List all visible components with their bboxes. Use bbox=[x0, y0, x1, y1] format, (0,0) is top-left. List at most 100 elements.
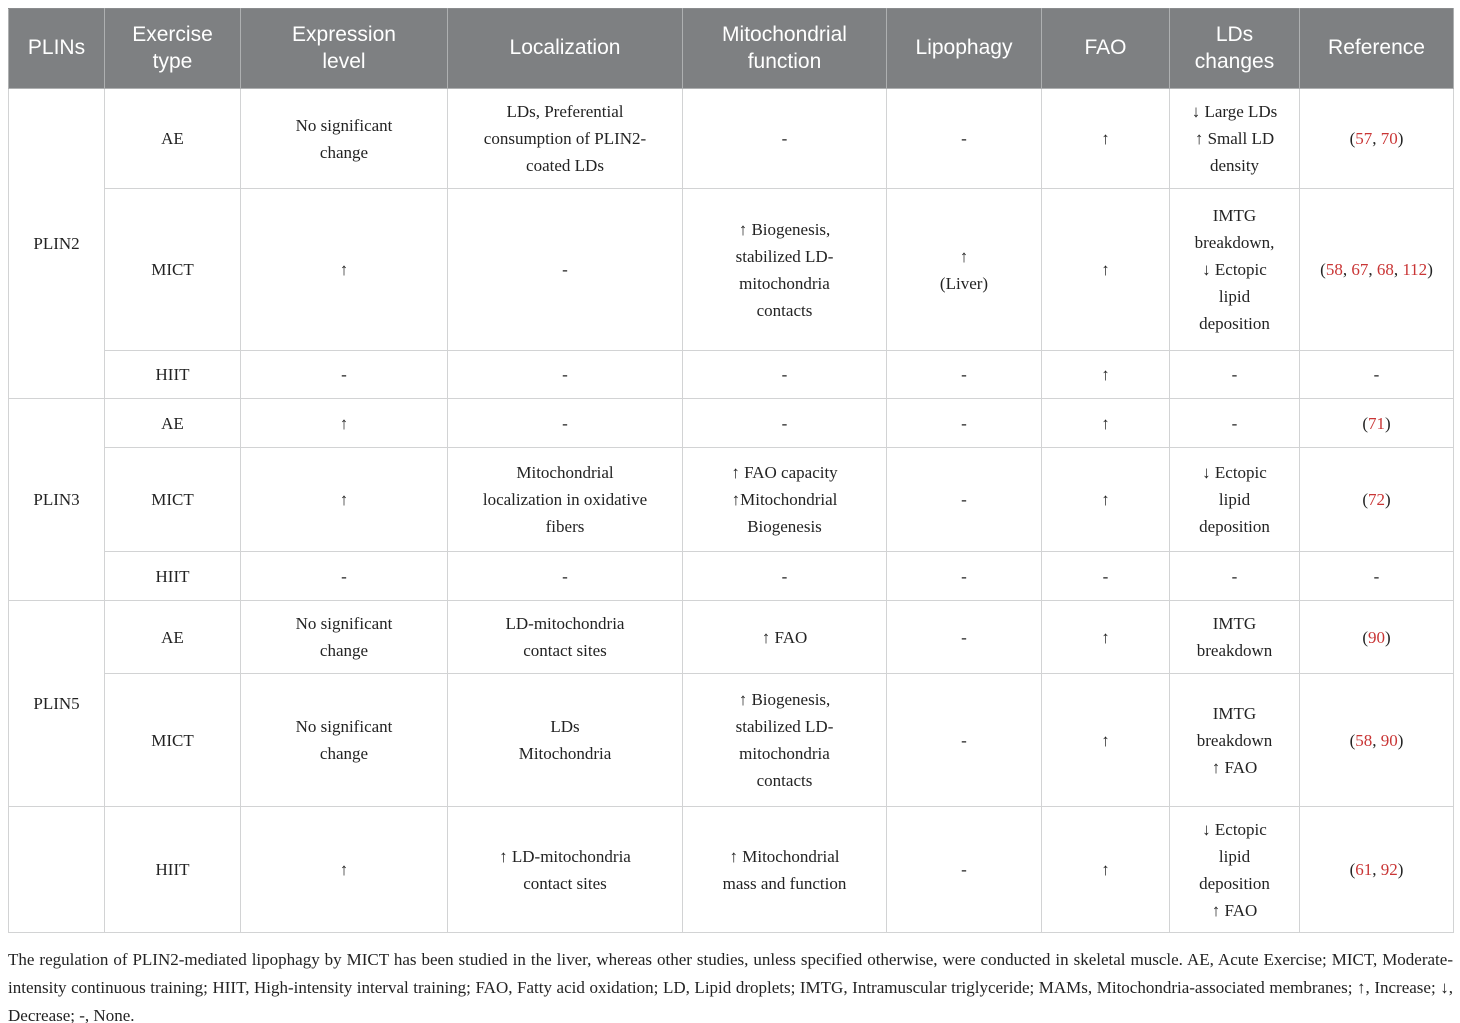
reference-link[interactable]: 58 bbox=[1355, 730, 1373, 750]
table-row-plin2-ae: PLIN2 AE No significant change LDs, Pref… bbox=[8, 88, 1454, 399]
cell-lipophagy: - bbox=[886, 806, 1042, 933]
column-header-reference: Reference bbox=[1299, 8, 1454, 89]
cell-localization: - bbox=[447, 350, 683, 399]
reference-link[interactable]: 92 bbox=[1380, 860, 1398, 879]
cell-fao: ↑ bbox=[1041, 447, 1170, 552]
cell-mitochondrial-function: - bbox=[682, 551, 887, 601]
cell-reference: (71) bbox=[1299, 398, 1454, 448]
column-header-lipophagy: Lipophagy bbox=[886, 8, 1042, 89]
cell-expression-level: ↑ bbox=[240, 806, 448, 933]
reference-link[interactable]: 58 bbox=[1325, 260, 1343, 279]
column-header-expression-level: Expression level bbox=[240, 8, 448, 89]
cell-mitochondrial-function: ↑ Biogenesis, stabilized LD- mitochondri… bbox=[682, 673, 887, 807]
cell-exercise-type: HIIT bbox=[104, 551, 241, 601]
table-row-plin2-hiit: HIIT - - - - ↑ - - bbox=[9, 350, 1454, 399]
cell-exercise-type: MICT bbox=[104, 673, 241, 807]
cell-localization: LD-mitochondria contact sites bbox=[447, 600, 683, 674]
column-header-mitochondrial-function: Mitochondrial function bbox=[682, 8, 887, 89]
cell-mitochondrial-function: ↑ Mitochondrial mass and function bbox=[682, 806, 887, 933]
cell-expression-level: No significant change bbox=[240, 600, 448, 674]
cell-fao: ↑ bbox=[1041, 188, 1170, 351]
cell-mitochondrial-function: - bbox=[682, 88, 887, 189]
cell-expression-level: ↑ bbox=[240, 447, 448, 552]
cell-lipophagy: - bbox=[886, 600, 1042, 674]
cell-fao: ↑ bbox=[1041, 350, 1170, 399]
cell-exercise-type: MICT bbox=[104, 447, 241, 552]
cell-lipophagy: - bbox=[886, 673, 1042, 807]
reference-link[interactable]: 67 bbox=[1351, 260, 1369, 279]
cell-plin-group-empty bbox=[8, 806, 105, 933]
cell-localization: Mitochondrial localization in oxidative … bbox=[447, 447, 683, 552]
table-row-plin5-ae: PLIN5 AE No significant change LD-mitoch… bbox=[8, 600, 1454, 807]
plin-exercise-table: PLINs Exercise type Expression level Loc… bbox=[8, 8, 1454, 933]
cell-localization: - bbox=[447, 398, 683, 448]
cell-mitochondrial-function: - bbox=[682, 350, 887, 399]
reference-link[interactable]: 72 bbox=[1368, 490, 1385, 509]
cell-reference: (58, 90) bbox=[1299, 673, 1454, 807]
cell-reference: (61, 92) bbox=[1299, 806, 1454, 933]
cell-lds-changes: IMTG breakdown bbox=[1169, 600, 1300, 674]
cell-lds-changes: ↓ Large LDs ↑ Small LD density bbox=[1169, 88, 1300, 189]
table-row-plin3-mict: MICT ↑ Mitochondrial localization in oxi… bbox=[9, 447, 1454, 552]
table-row-hiit-last: HIIT ↑ ↑ LD-mitochondria contact sites ↑… bbox=[8, 806, 1454, 933]
cell-plin-group: PLIN2 bbox=[8, 88, 105, 399]
cell-fao: ↑ bbox=[1041, 806, 1170, 933]
cell-reference: (57, 70) bbox=[1299, 88, 1454, 189]
column-header-fao: FAO bbox=[1041, 8, 1170, 89]
cell-lds-changes: ↓ Ectopic lipid deposition bbox=[1169, 447, 1300, 552]
cell-lipophagy: - bbox=[886, 551, 1042, 601]
reference-link[interactable]: 112 bbox=[1402, 260, 1428, 279]
table-body: PLIN2 AE No significant change LDs, Pref… bbox=[8, 88, 1454, 933]
cell-localization: LDs, Preferential consumption of PLIN2- … bbox=[447, 88, 683, 189]
cell-lipophagy: - bbox=[886, 447, 1042, 552]
cell-mitochondrial-function: ↑ FAO bbox=[682, 600, 887, 674]
cell-plin-group: PLIN5 bbox=[8, 600, 105, 807]
reference-link[interactable]: 57 bbox=[1355, 129, 1373, 148]
cell-mitochondrial-function: ↑ Biogenesis, stabilized LD- mitochondri… bbox=[682, 188, 887, 351]
cell-exercise-type: AE bbox=[104, 398, 241, 448]
cell-reference: (90) bbox=[1299, 600, 1454, 674]
header-row: PLINs Exercise type Expression level Loc… bbox=[8, 8, 1454, 89]
cell-lds-changes: IMTG breakdown ↑ FAO bbox=[1169, 673, 1300, 807]
reference-link[interactable]: 61 bbox=[1355, 860, 1373, 879]
reference-link[interactable]: 70 bbox=[1380, 129, 1398, 148]
table-row-plin3-ae: PLIN3 AE ↑ - - - ↑ - (71) bbox=[8, 398, 1454, 601]
cell-fao: - bbox=[1041, 551, 1170, 601]
cell-exercise-type: MICT bbox=[104, 188, 241, 351]
cell-exercise-type: AE bbox=[104, 600, 241, 674]
table-row-plin3-hiit: HIIT - - - - - - - bbox=[9, 551, 1454, 601]
column-header-localization: Localization bbox=[447, 8, 683, 89]
table-header: PLINs Exercise type Expression level Loc… bbox=[8, 8, 1454, 89]
cell-lipophagy: - bbox=[886, 88, 1042, 189]
cell-expression-level: ↑ bbox=[240, 188, 448, 351]
cell-localization: - bbox=[447, 551, 683, 601]
cell-lds-changes: - bbox=[1169, 350, 1300, 399]
cell-expression-level: No significant change bbox=[240, 88, 448, 189]
table-footnote: The regulation of PLIN2-mediated lipopha… bbox=[8, 950, 1453, 1023]
cell-expression-level: No significant change bbox=[240, 673, 448, 807]
reference-link[interactable]: 90 bbox=[1380, 730, 1398, 750]
cell-lipophagy: - bbox=[886, 398, 1042, 448]
cell-expression-level: ↑ bbox=[240, 398, 448, 448]
cell-fao: ↑ bbox=[1041, 673, 1170, 807]
cell-fao: ↑ bbox=[1041, 88, 1170, 189]
cell-lds-changes: - bbox=[1169, 551, 1300, 601]
reference-link[interactable]: 68 bbox=[1376, 260, 1394, 279]
cell-localization: LDs Mitochondria bbox=[447, 673, 683, 807]
cell-plin-group: PLIN3 bbox=[8, 398, 105, 601]
cell-reference: (72) bbox=[1299, 447, 1454, 552]
table-row-plin2-mict: MICT ↑ - ↑ Biogenesis, stabilized LD- mi… bbox=[9, 188, 1454, 351]
cell-lipophagy: - bbox=[886, 350, 1042, 399]
cell-exercise-type: HIIT bbox=[104, 350, 241, 399]
reference-link[interactable]: 90 bbox=[1368, 627, 1385, 647]
column-header-lds-changes: LDs changes bbox=[1169, 8, 1300, 89]
cell-lds-changes: - bbox=[1169, 398, 1300, 448]
column-header-plins: PLINs bbox=[8, 8, 105, 89]
cell-fao: ↑ bbox=[1041, 398, 1170, 448]
cell-expression-level: - bbox=[240, 350, 448, 399]
cell-mitochondrial-function: - bbox=[682, 398, 887, 448]
cell-exercise-type: AE bbox=[104, 88, 241, 189]
cell-lds-changes: IMTG breakdown, ↓ Ectopic lipid depositi… bbox=[1169, 188, 1300, 351]
reference-link[interactable]: 71 bbox=[1368, 413, 1385, 433]
